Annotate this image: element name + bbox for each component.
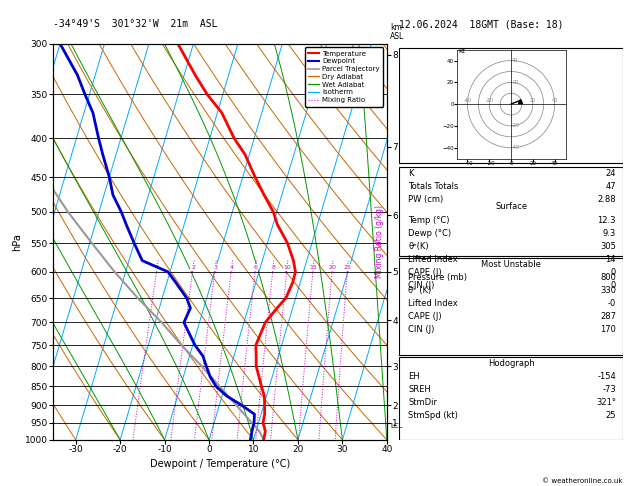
Text: EH: EH xyxy=(408,372,420,381)
Text: K: K xyxy=(408,169,414,177)
Text: Most Unstable: Most Unstable xyxy=(481,260,541,269)
Text: 330: 330 xyxy=(600,286,616,295)
Text: LCL: LCL xyxy=(390,423,403,430)
Text: CAPE (J): CAPE (J) xyxy=(408,268,442,277)
Text: 6: 6 xyxy=(253,265,257,270)
Text: StmSpd (kt): StmSpd (kt) xyxy=(408,411,458,420)
Text: 9.3: 9.3 xyxy=(603,228,616,238)
Text: 0: 0 xyxy=(611,268,616,277)
Text: Surface: Surface xyxy=(495,203,527,211)
Text: 3: 3 xyxy=(213,265,218,270)
Text: -0: -0 xyxy=(608,299,616,308)
Text: 305: 305 xyxy=(600,242,616,251)
Text: θᵉ (K): θᵉ (K) xyxy=(408,286,431,295)
Text: Pressure (mb): Pressure (mb) xyxy=(408,273,467,282)
Text: 12.06.2024  18GMT (Base: 18): 12.06.2024 18GMT (Base: 18) xyxy=(399,19,564,29)
Text: 170: 170 xyxy=(600,325,616,334)
Bar xyxy=(399,357,623,440)
Text: 24: 24 xyxy=(606,169,616,177)
Text: 47: 47 xyxy=(605,182,616,191)
Text: 4: 4 xyxy=(230,265,234,270)
Text: SREH: SREH xyxy=(408,385,431,394)
Bar xyxy=(399,48,623,163)
Text: PW (cm): PW (cm) xyxy=(408,195,443,204)
Legend: Temperature, Dewpoint, Parcel Trajectory, Dry Adiabat, Wet Adiabat, Isotherm, Mi: Temperature, Dewpoint, Parcel Trajectory… xyxy=(305,47,383,106)
Text: 321°: 321° xyxy=(596,398,616,407)
Text: Lifted Index: Lifted Index xyxy=(408,255,458,264)
Text: -73: -73 xyxy=(602,385,616,394)
Text: 25: 25 xyxy=(343,265,352,270)
Text: Mixing Ratio (g/kg): Mixing Ratio (g/kg) xyxy=(375,205,384,278)
Text: 25: 25 xyxy=(606,411,616,420)
Text: Totals Totals: Totals Totals xyxy=(408,182,459,191)
Bar xyxy=(399,167,623,256)
Text: 15: 15 xyxy=(309,265,317,270)
Text: -154: -154 xyxy=(598,372,616,381)
Text: 287: 287 xyxy=(600,312,616,321)
Text: Hodograph: Hodograph xyxy=(487,359,535,367)
Text: CAPE (J): CAPE (J) xyxy=(408,312,442,321)
Text: 2.88: 2.88 xyxy=(598,195,616,204)
X-axis label: Dewpoint / Temperature (°C): Dewpoint / Temperature (°C) xyxy=(150,459,290,469)
Text: StmDir: StmDir xyxy=(408,398,437,407)
Text: 20: 20 xyxy=(328,265,337,270)
Text: km
ASL: km ASL xyxy=(390,23,404,41)
Text: Lifted Index: Lifted Index xyxy=(408,299,458,308)
Text: CIN (J): CIN (J) xyxy=(408,281,435,290)
Text: © weatheronline.co.uk: © weatheronline.co.uk xyxy=(542,478,623,484)
Text: θᵉ(K): θᵉ(K) xyxy=(408,242,429,251)
Text: 2: 2 xyxy=(191,265,195,270)
Text: 800: 800 xyxy=(600,273,616,282)
Text: CIN (J): CIN (J) xyxy=(408,325,435,334)
Text: 1: 1 xyxy=(155,265,159,270)
Text: 8: 8 xyxy=(271,265,275,270)
Text: -34°49'S  301°32'W  21m  ASL: -34°49'S 301°32'W 21m ASL xyxy=(53,19,218,29)
Text: 0: 0 xyxy=(611,281,616,290)
Text: 10: 10 xyxy=(283,265,291,270)
Text: Temp (°C): Temp (°C) xyxy=(408,216,450,225)
Text: 12.3: 12.3 xyxy=(598,216,616,225)
Bar xyxy=(399,258,623,355)
Text: Dewp (°C): Dewp (°C) xyxy=(408,228,452,238)
Text: 14: 14 xyxy=(606,255,616,264)
Y-axis label: hPa: hPa xyxy=(12,233,22,251)
